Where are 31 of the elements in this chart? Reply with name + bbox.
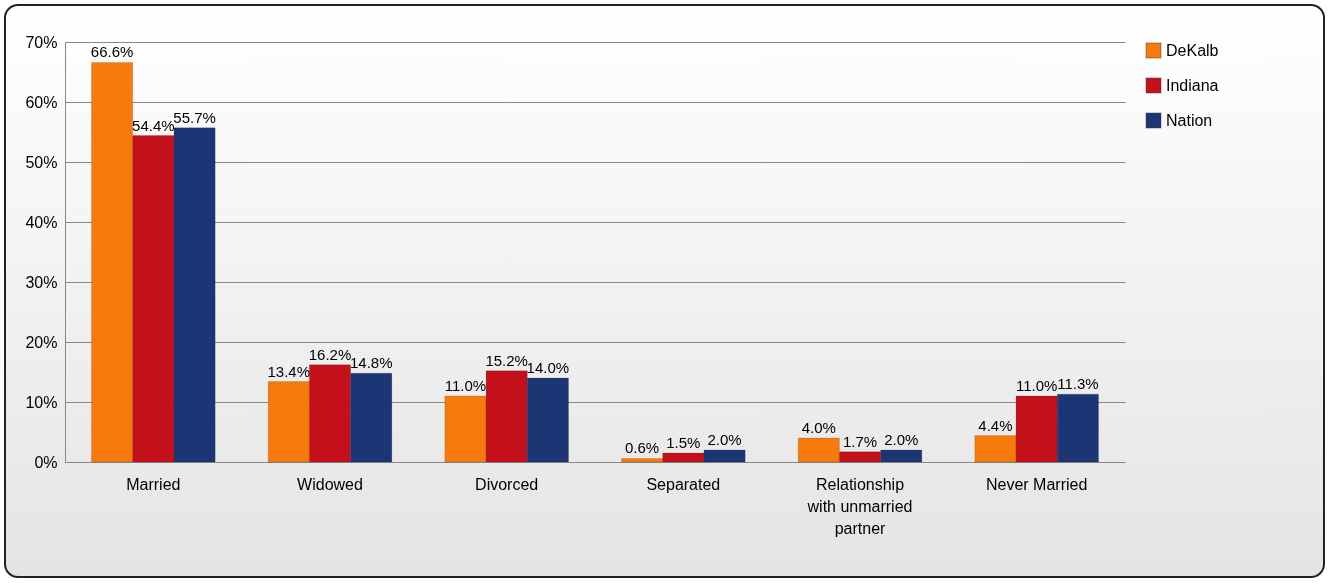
data-label: 2.0% [707, 431, 742, 448]
data-label: 1.5% [666, 434, 701, 451]
data-label: 1.7% [842, 432, 878, 450]
x-tick-label: Never Married [985, 475, 1088, 493]
x-tick-label: Married [126, 475, 181, 493]
y-tick-label: 70% [25, 33, 58, 51]
data-label: 11.0% [444, 377, 487, 394]
data-label: 4.4% [978, 416, 1013, 434]
data-label: 16.2% [308, 345, 352, 363]
x-tick-label: Widowed [297, 475, 363, 493]
y-tick-label: 20% [25, 333, 58, 351]
data-label: 0.6% [625, 439, 660, 457]
y-tick-label: 60% [25, 93, 58, 111]
y-tick-label: 40% [25, 213, 58, 231]
data-label: 15.2% [485, 351, 528, 369]
x-tick-label: Relationship with unmarried partner [806, 475, 913, 537]
data-label: 4.0% [801, 419, 836, 436]
data-label: 2.0% [884, 431, 919, 448]
legend-label: Indiana [1166, 76, 1219, 94]
y-tick-label: 10% [25, 393, 58, 411]
y-tick-label: 0% [34, 453, 58, 471]
x-tick-label: Divorced [475, 475, 539, 493]
data-label: 11.0% [1015, 377, 1058, 394]
legend-label: Nation [1166, 111, 1213, 129]
data-label: 66.6% [90, 43, 134, 61]
data-label: 11.3% [1057, 375, 1099, 393]
legend-label: DeKalb [1166, 41, 1219, 59]
x-tick-label: Separated [646, 475, 721, 493]
data-label: 55.7% [173, 108, 216, 126]
y-tick-label: 30% [25, 273, 58, 291]
y-tick-label: 50% [25, 153, 58, 171]
